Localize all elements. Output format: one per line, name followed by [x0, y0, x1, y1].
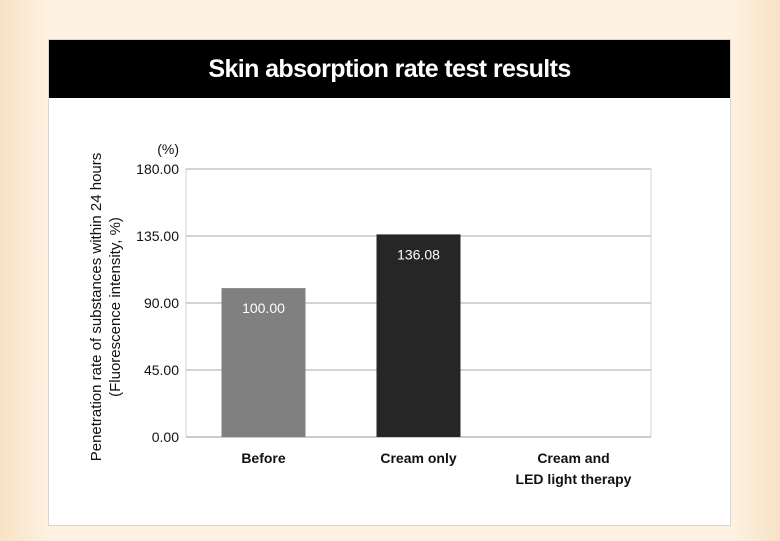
x-category-label: Before: [241, 450, 286, 466]
y-tick-label: 0.00: [152, 429, 179, 445]
y-axis-label-line: Penetration rate of substances within 24…: [88, 153, 105, 462]
y-axis-label-line: (Fluorescence intensity, %): [107, 217, 124, 397]
bar: [221, 288, 306, 437]
y-unit-label: (%): [157, 141, 179, 157]
y-tick-label: 135.00: [136, 228, 179, 244]
y-tick-label: 180.00: [136, 161, 179, 177]
chart-card: Skin absorption rate test results 0.00 45…: [48, 39, 731, 526]
x-category-label: LED light therapy: [516, 471, 632, 487]
data-label: 100.00: [242, 300, 285, 316]
x-category-label: Cream only: [380, 450, 456, 466]
y-tick-label: 90.00: [144, 295, 179, 311]
bar-chart: 0.00 45.00 90.00 135.00 180.00 (%) Penetration…: [88, 141, 652, 487]
data-label: 136.08: [397, 246, 440, 262]
chart-title: Skin absorption rate test results: [49, 40, 730, 98]
x-category-label: Cream and: [537, 450, 609, 466]
bar: [376, 234, 461, 437]
y-axis-label: Penetration rate of substances within 24…: [88, 153, 124, 462]
y-tick-label: 45.00: [144, 362, 179, 378]
